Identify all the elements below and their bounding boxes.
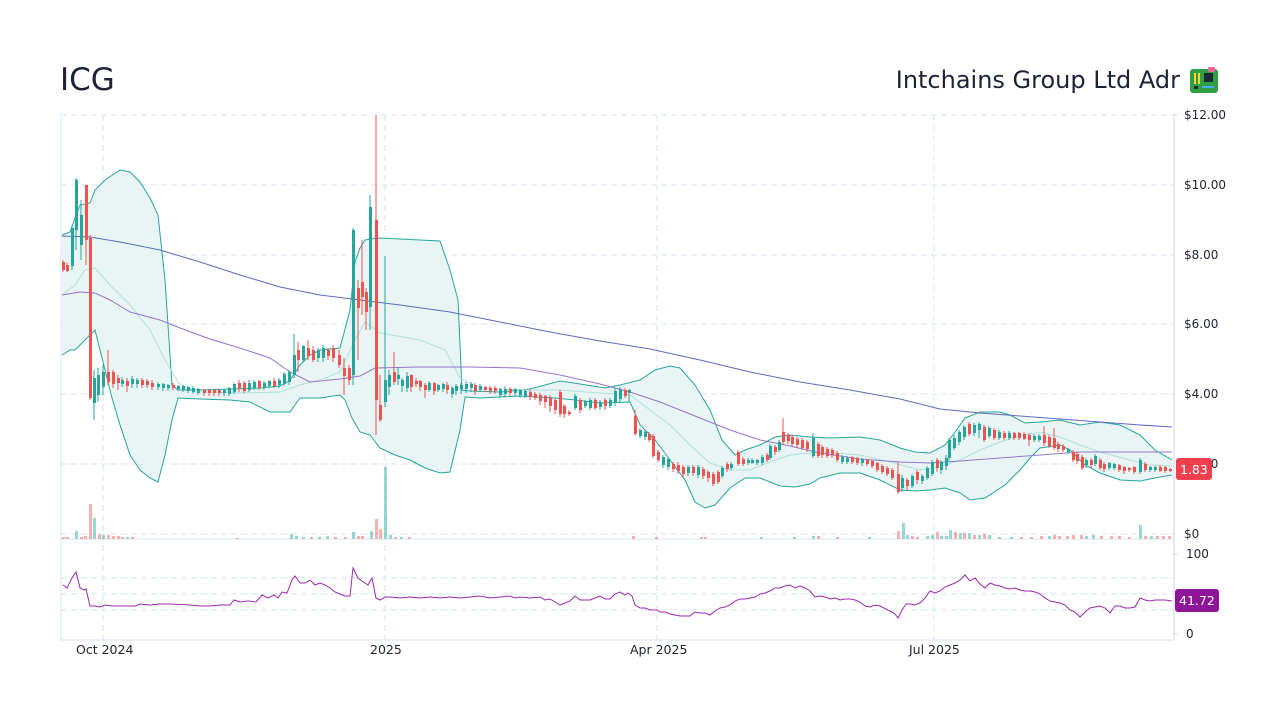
- rsi-tick-100: 100: [1186, 547, 1209, 561]
- x-tick-oct-2024: Oct 2024: [76, 642, 133, 657]
- rsi-line: [62, 566, 1173, 619]
- bollinger-upper-line: [61, 169, 1173, 461]
- ticker-symbol: ICG: [60, 62, 115, 98]
- price-tick-4: $4.00: [1184, 387, 1218, 401]
- rsi-axis: 100 0: [1174, 547, 1209, 641]
- bollinger-lower-line: [61, 329, 1173, 509]
- price-tick-8: $8.00: [1184, 248, 1218, 262]
- price-tick-10: $10.00: [1184, 178, 1226, 192]
- x-tick-apr-2025: Apr 2025: [630, 642, 687, 657]
- last-price-badge: 1.83: [1176, 458, 1212, 480]
- company-name: Intchains Group Ltd Adr: [895, 66, 1180, 94]
- candlesticks: [62, 115, 1172, 494]
- company-name-header: Intchains Group Ltd Adr: [896, 66, 1218, 94]
- price-axis: $12.00 $10.00 $8.00 $6.00 $4.00 $2.00 $0: [1174, 108, 1226, 541]
- rsi-value: 41.72: [1179, 593, 1215, 608]
- last-price-value: 1.83: [1180, 462, 1208, 477]
- price-grid: [61, 114, 1174, 640]
- time-axis: Oct 2024 2025 Apr 2025 Jul 2025: [76, 642, 960, 657]
- price-tick-6: $6.00: [1184, 317, 1218, 331]
- sma-200-line: [61, 235, 1173, 428]
- rsi-grid: [61, 577, 1174, 611]
- sma-50-line: [61, 291, 1172, 464]
- rsi-tick-0: 0: [1186, 627, 1194, 641]
- price-tick-0: $0: [1184, 527, 1199, 541]
- x-tick-2025: 2025: [370, 642, 402, 657]
- volume-bars: [62, 467, 1171, 539]
- rsi-value-badge: 41.72: [1175, 589, 1219, 612]
- x-tick-jul-2025: Jul 2025: [908, 642, 960, 657]
- circuit-board-icon: [1190, 67, 1218, 93]
- price-tick-12: $12.00: [1184, 108, 1226, 122]
